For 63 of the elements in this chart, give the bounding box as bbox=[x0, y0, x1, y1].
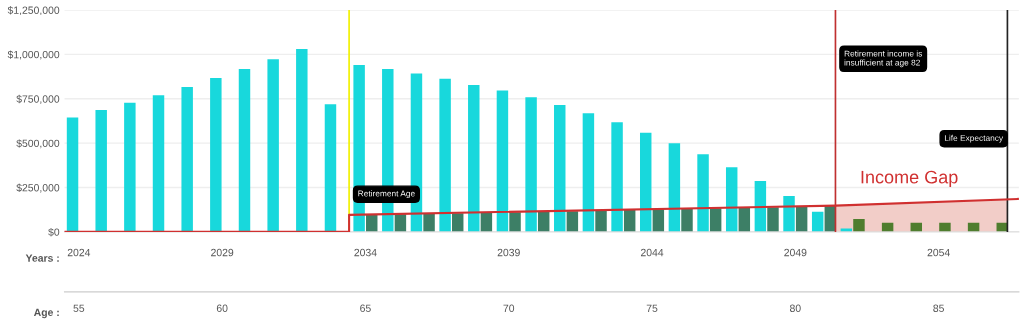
x-tick-label: 2044 bbox=[640, 248, 664, 257]
bar bbox=[939, 222, 951, 232]
bar bbox=[439, 78, 451, 232]
ref-line-label: Life Expectancy bbox=[944, 134, 1004, 143]
x-tick-label: 2054 bbox=[927, 248, 950, 257]
y-tick-label: $750,000 bbox=[16, 94, 60, 104]
bar bbox=[595, 210, 607, 232]
bar bbox=[423, 213, 435, 232]
bar bbox=[668, 143, 681, 232]
bar bbox=[554, 104, 566, 232]
y-tick-label: $0 bbox=[48, 227, 60, 237]
bar bbox=[738, 207, 751, 232]
bar bbox=[640, 132, 652, 232]
bar bbox=[853, 218, 865, 232]
x2-tick-label: 85 bbox=[933, 304, 944, 312]
bar bbox=[324, 104, 337, 232]
bar bbox=[783, 195, 795, 232]
y-tick-label: $500,000 bbox=[16, 139, 60, 149]
y-tick-label: $250,000 bbox=[16, 183, 60, 193]
x-axis-title: Years : bbox=[25, 254, 59, 262]
bar bbox=[582, 113, 595, 232]
bar bbox=[468, 84, 480, 232]
bar bbox=[537, 211, 550, 232]
annotation: Income Gap bbox=[861, 170, 958, 188]
x2-tick-label: 75 bbox=[646, 304, 658, 312]
bar bbox=[767, 207, 779, 232]
y-tick-label: $1,000,000 bbox=[7, 50, 60, 60]
bar bbox=[795, 206, 808, 232]
x-tick-label: 2029 bbox=[211, 248, 234, 257]
bar bbox=[509, 212, 521, 232]
ref-line-label: Retirement income is insufficient at age 82 bbox=[844, 50, 923, 68]
bar bbox=[95, 109, 107, 232]
bar bbox=[611, 122, 623, 232]
bar bbox=[525, 97, 537, 232]
bar bbox=[725, 167, 738, 232]
bar bbox=[652, 209, 665, 232]
y-tick-label: $1,250,000 bbox=[7, 6, 60, 16]
bar bbox=[152, 95, 165, 232]
x-tick-label: 2034 bbox=[354, 248, 377, 257]
bar bbox=[181, 87, 193, 232]
x2-tick-label: 65 bbox=[360, 304, 371, 312]
bar bbox=[754, 180, 767, 232]
x2-tick-label: 55 bbox=[73, 304, 85, 312]
bar bbox=[496, 90, 509, 232]
bar bbox=[697, 154, 709, 232]
bar bbox=[238, 68, 251, 232]
line-series bbox=[64, 197, 1019, 232]
bar bbox=[296, 49, 308, 232]
ref-line-label: Retirement Age bbox=[358, 190, 415, 199]
x2-tick-label: 60 bbox=[216, 304, 228, 312]
x2-tick-label: 70 bbox=[503, 304, 515, 312]
bar bbox=[210, 78, 222, 232]
bar bbox=[811, 211, 824, 232]
bar bbox=[124, 102, 136, 232]
x-tick-label: 2039 bbox=[497, 248, 520, 257]
bar bbox=[267, 59, 279, 232]
bar bbox=[681, 208, 693, 232]
x2-axis-title: Age : bbox=[33, 308, 59, 319]
x-tick-label: 2024 bbox=[67, 248, 91, 257]
x2-tick-label: 80 bbox=[789, 304, 801, 312]
bar bbox=[480, 212, 493, 232]
bar bbox=[66, 117, 79, 232]
x-tick-label: 2049 bbox=[784, 248, 807, 257]
